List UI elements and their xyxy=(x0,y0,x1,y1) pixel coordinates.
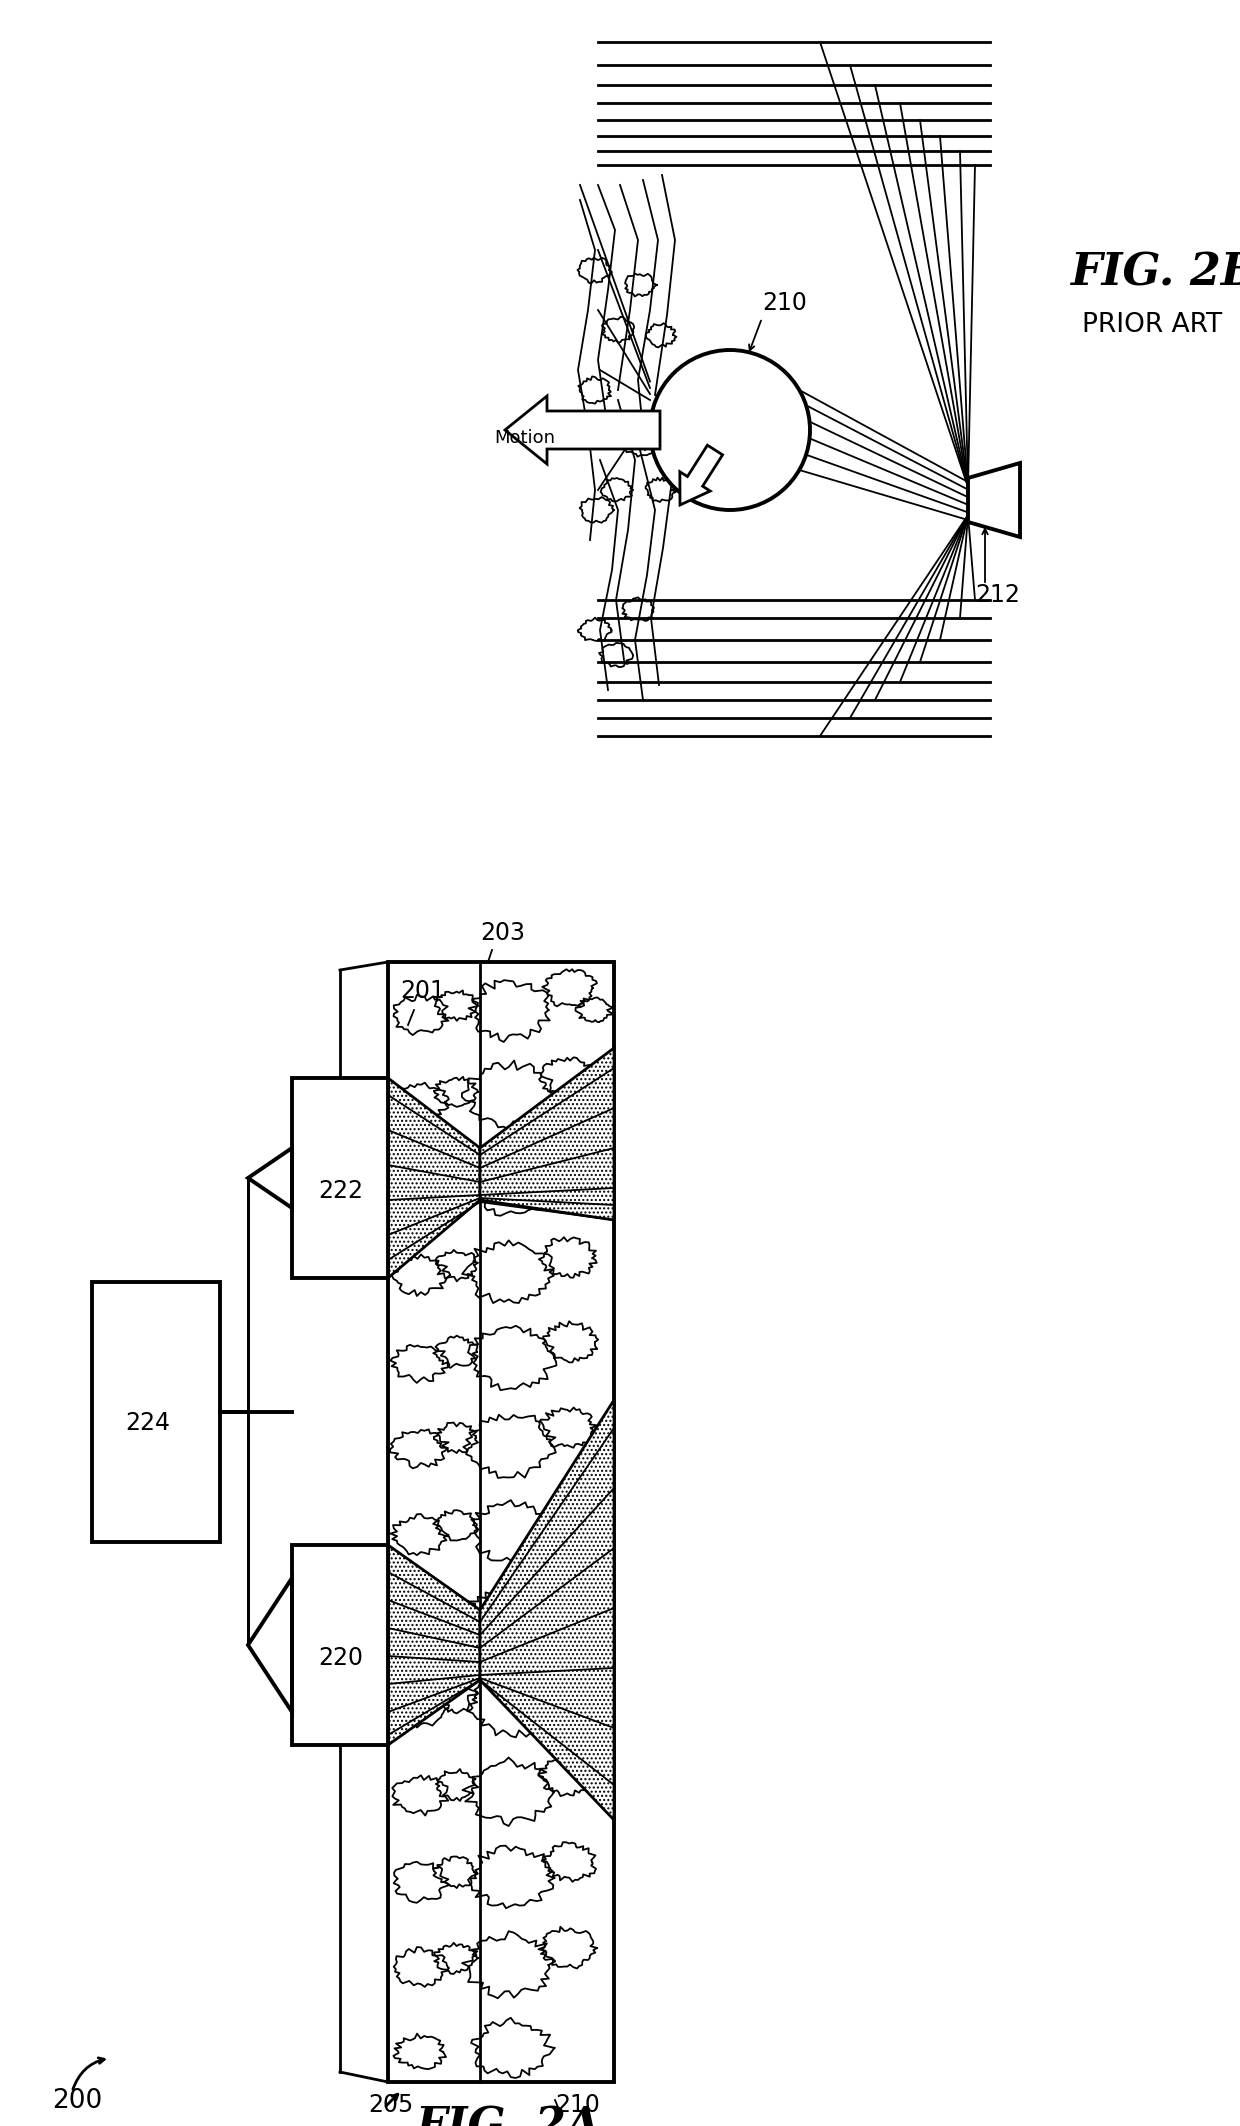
FancyArrow shape xyxy=(680,444,723,506)
Text: 205: 205 xyxy=(368,2092,413,2117)
Text: FIG. 2B: FIG. 2B xyxy=(1070,251,1240,293)
Text: 222: 222 xyxy=(317,1180,363,1203)
Text: 203: 203 xyxy=(480,921,525,944)
Circle shape xyxy=(650,351,810,510)
Text: FIG. 2A: FIG. 2A xyxy=(415,2107,600,2126)
Text: 224: 224 xyxy=(125,1412,170,1435)
Polygon shape xyxy=(480,1401,614,1820)
FancyArrow shape xyxy=(505,395,660,463)
Polygon shape xyxy=(480,1048,614,1220)
Bar xyxy=(92,1282,219,1541)
Text: 212: 212 xyxy=(975,583,1019,608)
Bar xyxy=(388,961,614,2081)
Polygon shape xyxy=(388,1078,480,1278)
Text: Motion: Motion xyxy=(495,429,556,446)
Text: PRIOR ART: PRIOR ART xyxy=(1083,313,1223,338)
Text: 220: 220 xyxy=(317,1646,363,1671)
Text: 201: 201 xyxy=(401,978,445,1003)
Bar xyxy=(291,1078,388,1278)
Bar xyxy=(291,1546,388,1745)
Text: 200: 200 xyxy=(52,2088,102,2113)
Text: 210: 210 xyxy=(763,291,807,315)
Polygon shape xyxy=(388,1546,480,1745)
Polygon shape xyxy=(968,463,1021,538)
Text: 210: 210 xyxy=(556,2092,600,2117)
